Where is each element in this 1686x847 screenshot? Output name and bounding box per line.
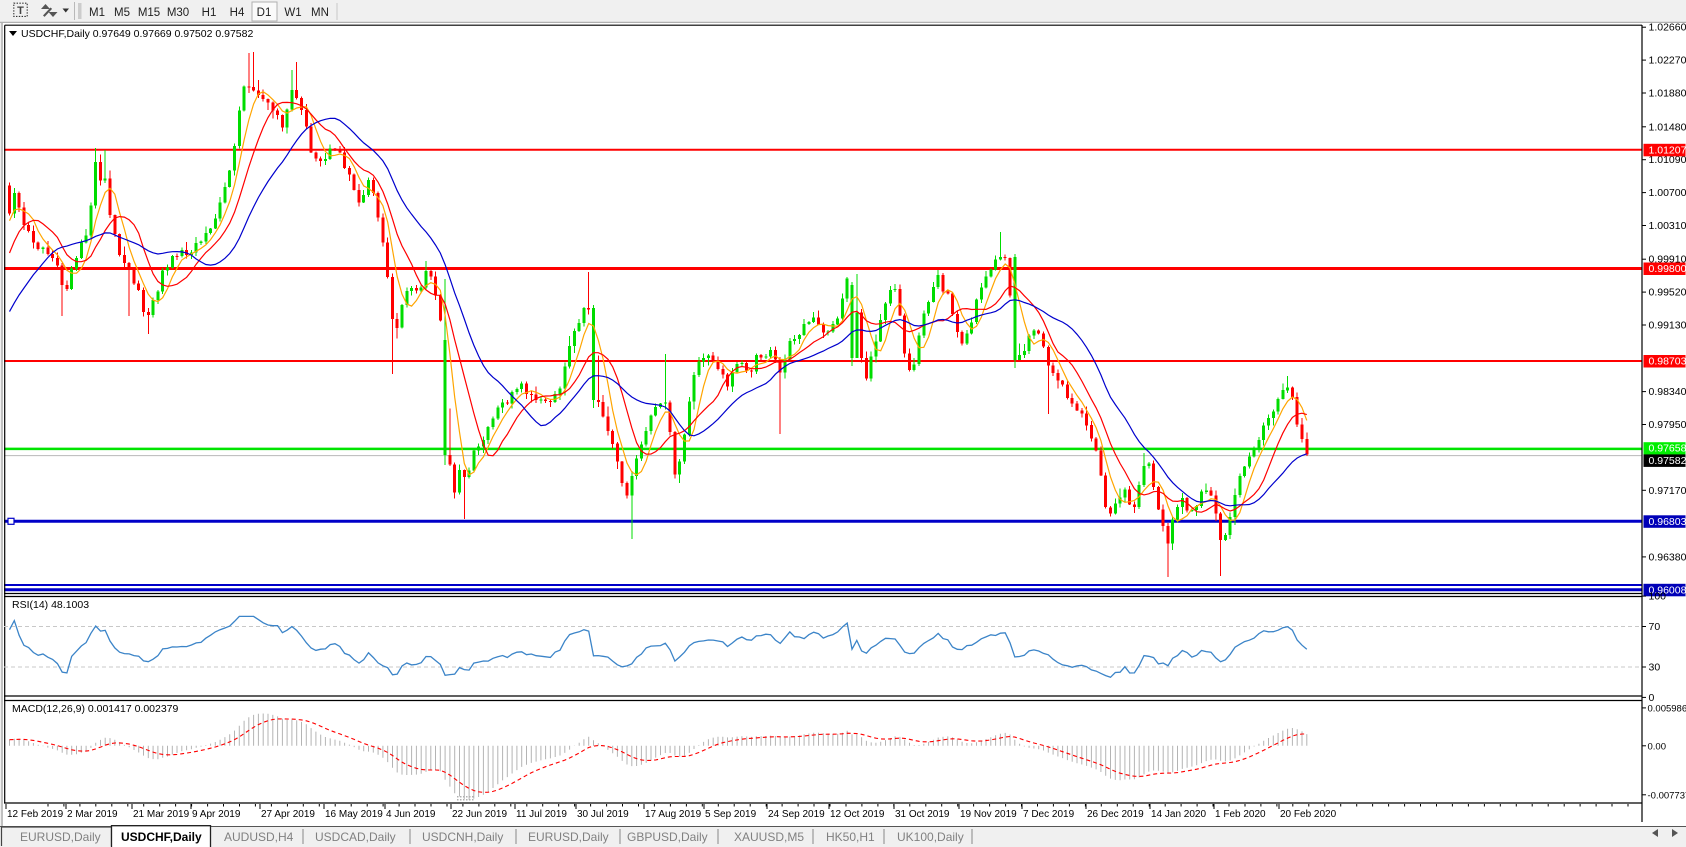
svg-text:H4: H4: [230, 7, 245, 19]
svg-text:0.97170: 0.97170: [1649, 485, 1686, 497]
svg-text:12 Oct 2019: 12 Oct 2019: [830, 809, 885, 820]
svg-text:W1: W1: [284, 7, 301, 19]
svg-text:0.97658: 0.97658: [1649, 443, 1686, 455]
svg-text:0.96803: 0.96803: [1649, 516, 1686, 528]
svg-text:0.00: 0.00: [1648, 741, 1667, 752]
svg-text:0.96380: 0.96380: [1649, 551, 1686, 563]
svg-text:0: 0: [1649, 692, 1655, 704]
svg-text:MN: MN: [311, 7, 329, 19]
svg-text:USDCNH,Daily: USDCNH,Daily: [422, 830, 503, 844]
svg-text:M1: M1: [89, 7, 105, 19]
svg-text:M5: M5: [114, 7, 130, 19]
svg-text:7 Dec 2019: 7 Dec 2019: [1023, 809, 1075, 820]
svg-text:1.01880: 1.01880: [1649, 88, 1686, 100]
svg-text:4 Jun 2019: 4 Jun 2019: [386, 809, 436, 820]
svg-text:70: 70: [1649, 621, 1661, 633]
svg-text:9 Apr 2019: 9 Apr 2019: [192, 809, 241, 820]
svg-text:0.98703: 0.98703: [1649, 356, 1686, 368]
svg-text:T: T: [17, 5, 24, 17]
svg-text:24 Sep 2019: 24 Sep 2019: [768, 809, 825, 820]
svg-text:M30: M30: [167, 7, 189, 19]
svg-text:XAUUSD,M5: XAUUSD,M5: [734, 830, 804, 844]
svg-text:HK50,H1: HK50,H1: [826, 830, 875, 844]
svg-text:26 Dec 2019: 26 Dec 2019: [1087, 809, 1144, 820]
svg-text:GBPUSD,Daily: GBPUSD,Daily: [627, 830, 708, 844]
svg-text:1.02660: 1.02660: [1649, 22, 1686, 34]
svg-text:USDCHF,Daily: USDCHF,Daily: [121, 830, 202, 844]
svg-text:EURUSD,Daily: EURUSD,Daily: [528, 830, 609, 844]
svg-text:1.02270: 1.02270: [1649, 55, 1686, 67]
svg-text:0.99800: 0.99800: [1649, 263, 1686, 275]
svg-text:USDCAD,Daily: USDCAD,Daily: [315, 830, 396, 844]
svg-text:RSI(14) 48.1003: RSI(14) 48.1003: [12, 599, 89, 611]
svg-text:14 Jan 2020: 14 Jan 2020: [1151, 809, 1206, 820]
svg-text:1.01090: 1.01090: [1649, 154, 1686, 166]
svg-text:0.99130: 0.99130: [1649, 320, 1686, 332]
svg-text:1.00310: 1.00310: [1649, 220, 1686, 232]
svg-text:M15: M15: [138, 7, 160, 19]
svg-text:D1: D1: [257, 7, 272, 19]
svg-text:12 Feb 2019: 12 Feb 2019: [7, 809, 64, 820]
svg-text:0.97582: 0.97582: [1649, 455, 1686, 467]
svg-text:MACD(12,26,9) 0.001417 0.00237: MACD(12,26,9) 0.001417 0.002379: [12, 703, 179, 715]
svg-text:-0.007737: -0.007737: [1648, 790, 1686, 801]
svg-text:5 Sep 2019: 5 Sep 2019: [705, 809, 757, 820]
svg-text:17 Aug 2019: 17 Aug 2019: [645, 809, 702, 820]
svg-text:AUDUSD,H4: AUDUSD,H4: [224, 830, 294, 844]
svg-text:USDCHF,Daily 0.97649 0.97669 0: USDCHF,Daily 0.97649 0.97669 0.97502 0.9…: [21, 28, 253, 40]
svg-text:19 Nov 2019: 19 Nov 2019: [960, 809, 1017, 820]
svg-text:0.98340: 0.98340: [1649, 386, 1686, 398]
svg-text:EURUSD,Daily: EURUSD,Daily: [20, 830, 101, 844]
svg-text:27 Apr 2019: 27 Apr 2019: [261, 809, 315, 820]
svg-text:0.96008: 0.96008: [1649, 584, 1686, 596]
svg-text:0.99520: 0.99520: [1649, 287, 1686, 299]
svg-text:1 Feb 2020: 1 Feb 2020: [1215, 809, 1266, 820]
svg-text:UK100,Daily: UK100,Daily: [897, 830, 964, 844]
svg-text:100: 100: [1649, 591, 1667, 603]
svg-text:22 Jun 2019: 22 Jun 2019: [452, 809, 507, 820]
svg-text:0.005986: 0.005986: [1648, 703, 1686, 714]
svg-text:1.00700: 1.00700: [1649, 187, 1686, 199]
svg-text:1.01207: 1.01207: [1649, 144, 1686, 156]
svg-text:H1: H1: [202, 7, 217, 19]
svg-text:11 Jul 2019: 11 Jul 2019: [516, 809, 567, 820]
svg-text:30: 30: [1649, 662, 1661, 674]
svg-text:16 May 2019: 16 May 2019: [325, 809, 383, 820]
svg-text:2 Mar 2019: 2 Mar 2019: [67, 809, 118, 820]
svg-text:1.01480: 1.01480: [1649, 121, 1686, 133]
svg-text:21 Mar 2019: 21 Mar 2019: [133, 809, 190, 820]
svg-text:31 Oct 2019: 31 Oct 2019: [895, 809, 950, 820]
svg-text:20 Feb 2020: 20 Feb 2020: [1280, 809, 1337, 820]
svg-text:0.97950: 0.97950: [1649, 419, 1686, 431]
svg-text:30 Jul 2019: 30 Jul 2019: [577, 809, 629, 820]
